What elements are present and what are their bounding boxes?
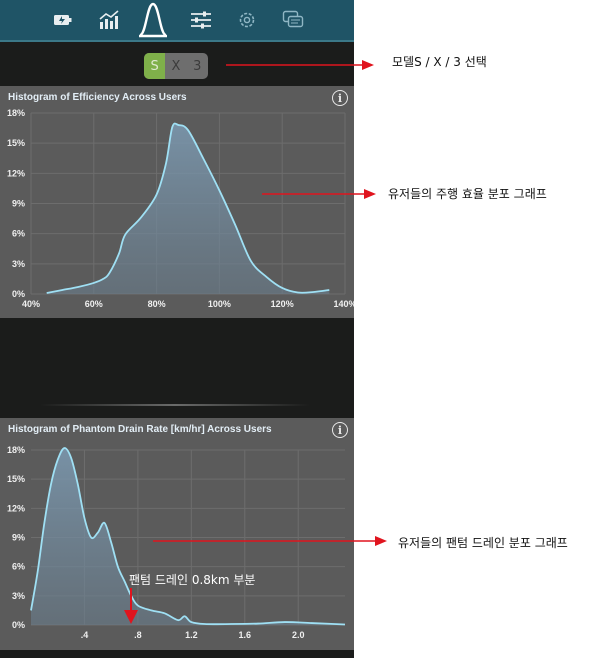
chart-title: Histogram of Phantom Drain Rate [km/hr] … bbox=[8, 424, 272, 435]
tab-chat[interactable] bbox=[270, 0, 316, 40]
tab-histogram[interactable] bbox=[130, 0, 176, 40]
sliders-icon bbox=[191, 11, 211, 29]
phantom-point-arrow bbox=[124, 588, 138, 624]
model-select-arrow bbox=[226, 60, 374, 70]
x-tick-label: 140% bbox=[333, 299, 354, 309]
x-tick-label: 100% bbox=[208, 299, 231, 309]
y-tick-label: 18% bbox=[7, 108, 25, 118]
efficiency-annotation: 유저들의 주행 효율 분포 그래프 bbox=[388, 187, 547, 201]
phantom-arrow bbox=[153, 536, 387, 546]
distribution-line bbox=[30, 447, 346, 626]
phantom-drain-histogram-chart: 0% 3% 6% 9% 12% 15% 18% .4 .8 1.2 1.6 2.0 bbox=[7, 445, 346, 640]
gear-icon bbox=[239, 12, 255, 28]
tab-gear[interactable] bbox=[224, 0, 270, 40]
model-selector: S X 3 bbox=[144, 53, 208, 79]
y-tick-label: 15% bbox=[7, 474, 25, 484]
histogram-icon bbox=[139, 2, 167, 38]
phantom-annotation: 유저들의 팬텀 드레인 분포 그래프 bbox=[398, 536, 568, 550]
tab-battery[interactable] bbox=[40, 0, 86, 40]
y-tick-label: 0% bbox=[12, 620, 25, 630]
info-icon[interactable]: i bbox=[332, 422, 348, 438]
y-tick-label: 6% bbox=[12, 229, 25, 239]
section-divider bbox=[40, 404, 310, 406]
y-tick-label: 18% bbox=[7, 445, 25, 455]
chart-title: Histogram of Efficiency Across Users bbox=[8, 92, 187, 103]
y-tick-label: 6% bbox=[12, 562, 25, 572]
y-tick-label: 12% bbox=[7, 168, 25, 178]
chat-icon bbox=[282, 10, 304, 28]
x-tick-label: 80% bbox=[148, 299, 166, 309]
efficiency-histogram-panel: Histogram of Efficiency Across Users i 0… bbox=[0, 86, 354, 318]
model-option-3[interactable]: 3 bbox=[193, 58, 202, 74]
x-tick-label: 60% bbox=[85, 299, 103, 309]
distribution-line bbox=[46, 122, 330, 294]
x-tick-label: 2.0 bbox=[292, 630, 305, 640]
top-tab-bar bbox=[0, 0, 354, 42]
model-option-x[interactable]: X bbox=[171, 58, 181, 74]
model-option-s[interactable]: S bbox=[144, 53, 166, 79]
y-tick-label: 0% bbox=[12, 289, 25, 299]
y-tick-label: 9% bbox=[12, 533, 25, 543]
trend-chart-icon bbox=[99, 10, 119, 29]
x-tick-label: 40% bbox=[22, 299, 40, 309]
distribution-area bbox=[31, 448, 345, 625]
y-tick-label: 3% bbox=[12, 591, 25, 601]
tab-settings-sliders[interactable] bbox=[178, 0, 224, 40]
y-tick-label: 9% bbox=[12, 199, 25, 209]
y-tick-label: 12% bbox=[7, 503, 25, 513]
tab-trend[interactable] bbox=[86, 0, 132, 40]
efficiency-arrow bbox=[262, 189, 376, 199]
x-tick-label: 1.2 bbox=[185, 630, 198, 640]
y-tick-label: 15% bbox=[7, 138, 25, 148]
x-tick-label: .4 bbox=[81, 630, 89, 640]
phantom-drain-histogram-panel: Histogram of Phantom Drain Rate [km/hr] … bbox=[0, 418, 354, 650]
phantom-point-annotation: 팬텀 드레인 0.8km 부분 bbox=[129, 573, 256, 587]
distribution-area bbox=[46, 123, 330, 294]
x-tick-label: 1.6 bbox=[239, 630, 252, 640]
battery-icon bbox=[54, 15, 72, 25]
app-screen: S X 3 Histogram of Efficiency Across Use… bbox=[0, 0, 354, 658]
x-tick-label: .8 bbox=[134, 630, 142, 640]
model-select-annotation: 모델S / X / 3 선택 bbox=[392, 55, 487, 69]
info-icon[interactable]: i bbox=[332, 90, 348, 106]
efficiency-histogram-chart: 0% 3% 6% 9% 12% 15% 18% 40% 60% 80% 100% 120% 140% bbox=[7, 108, 354, 309]
y-tick-label: 3% bbox=[12, 259, 25, 269]
x-tick-label: 120% bbox=[271, 299, 294, 309]
